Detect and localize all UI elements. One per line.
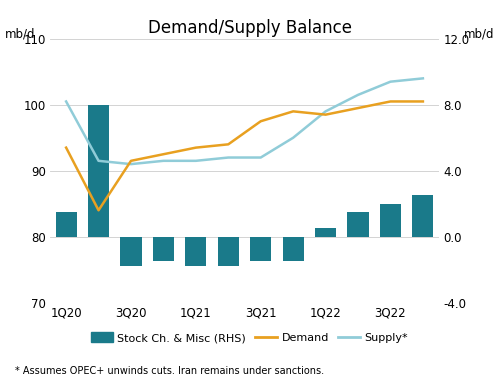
Bar — [250, 237, 271, 262]
Bar — [347, 212, 369, 237]
Legend: Stock Ch. & Misc (RHS), Demand, Supply*: Stock Ch. & Misc (RHS), Demand, Supply* — [86, 328, 413, 348]
Text: Demand/Supply Balance: Demand/Supply Balance — [148, 19, 351, 37]
Bar — [315, 229, 336, 237]
Bar — [185, 237, 207, 266]
Bar — [55, 212, 77, 237]
Bar — [88, 105, 109, 237]
Bar — [218, 237, 239, 266]
Text: mb/d: mb/d — [5, 27, 35, 40]
Bar — [153, 237, 174, 262]
Bar — [380, 204, 401, 237]
Bar — [120, 237, 142, 266]
Bar — [412, 196, 434, 237]
Bar — [282, 237, 304, 262]
Text: mb/d: mb/d — [464, 27, 494, 40]
Text: * Assumes OPEC+ unwinds cuts. Iran remains under sanctions.: * Assumes OPEC+ unwinds cuts. Iran remai… — [15, 366, 324, 376]
